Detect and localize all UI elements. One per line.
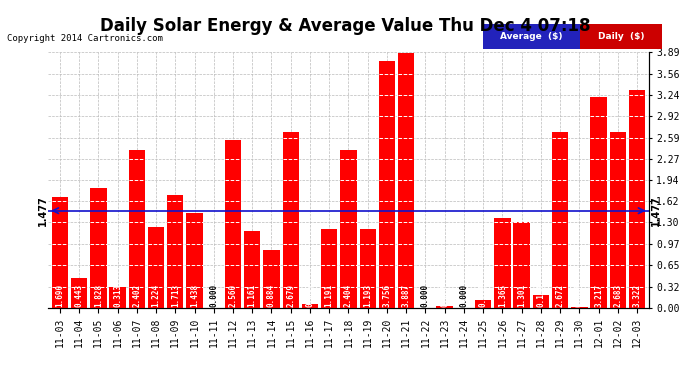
Bar <box>71 279 87 308</box>
Text: Daily Solar Energy & Average Value Thu Dec 4 07:18: Daily Solar Energy & Average Value Thu D… <box>100 17 590 35</box>
Bar <box>282 132 299 308</box>
Text: 2.679: 2.679 <box>286 284 295 307</box>
Bar <box>591 97 607 308</box>
Text: 1.690: 1.690 <box>55 284 64 307</box>
Text: 2.672: 2.672 <box>555 284 564 307</box>
Bar <box>513 222 530 308</box>
Text: 2.404: 2.404 <box>344 284 353 307</box>
Text: 0.000: 0.000 <box>209 284 218 307</box>
Bar <box>148 227 164 308</box>
Text: Copyright 2014 Cartronics.com: Copyright 2014 Cartronics.com <box>7 34 163 43</box>
Bar <box>264 249 279 308</box>
Bar <box>494 218 511 308</box>
Text: 1.828: 1.828 <box>94 284 103 307</box>
Bar <box>629 90 645 308</box>
Text: 1.224: 1.224 <box>152 284 161 307</box>
Text: 2.560: 2.560 <box>228 284 237 307</box>
Text: 0.198: 0.198 <box>536 284 545 307</box>
Text: 0.443: 0.443 <box>75 284 83 307</box>
Bar <box>437 306 453 308</box>
Bar <box>571 307 587 308</box>
Text: 1.365: 1.365 <box>498 284 507 307</box>
Text: 0.027: 0.027 <box>440 284 449 307</box>
Text: 1.193: 1.193 <box>363 284 372 307</box>
Bar <box>321 230 337 308</box>
Bar <box>110 287 126 308</box>
Text: 1.477: 1.477 <box>38 195 48 226</box>
Text: 3.887: 3.887 <box>402 284 411 307</box>
Bar <box>128 150 145 308</box>
Bar <box>359 229 376 308</box>
Text: 0.055: 0.055 <box>306 284 315 307</box>
Bar <box>610 132 626 308</box>
Text: 0.122: 0.122 <box>479 284 488 307</box>
Bar <box>90 188 106 308</box>
Text: 1.161: 1.161 <box>248 284 257 307</box>
Bar <box>186 213 203 308</box>
Text: Average  ($): Average ($) <box>500 32 562 41</box>
Text: 0.000: 0.000 <box>460 284 469 307</box>
Bar <box>552 132 569 308</box>
Text: 1.713: 1.713 <box>171 284 180 307</box>
Bar <box>244 231 260 308</box>
Bar <box>533 294 549 307</box>
Bar <box>52 197 68 308</box>
Bar <box>167 195 184 308</box>
Text: 0.884: 0.884 <box>267 284 276 307</box>
Text: 1.438: 1.438 <box>190 284 199 307</box>
Bar <box>475 300 491 307</box>
Text: 3.217: 3.217 <box>594 284 603 307</box>
Text: 0.007: 0.007 <box>575 284 584 307</box>
Text: 2.683: 2.683 <box>613 284 622 307</box>
Text: 2.402: 2.402 <box>132 284 141 307</box>
Bar <box>340 150 357 308</box>
Text: 3.322: 3.322 <box>633 284 642 307</box>
Text: 1.301: 1.301 <box>517 284 526 307</box>
Text: Daily  ($): Daily ($) <box>598 32 644 41</box>
Bar <box>225 140 241 308</box>
Text: 1.191: 1.191 <box>325 284 334 307</box>
Text: 3.756: 3.756 <box>382 284 391 307</box>
Bar <box>398 53 415 307</box>
Text: 1.477: 1.477 <box>651 195 660 226</box>
Bar <box>379 61 395 308</box>
Text: 0.000: 0.000 <box>421 284 430 307</box>
Bar <box>302 304 318 307</box>
Text: 0.313: 0.313 <box>113 284 122 307</box>
